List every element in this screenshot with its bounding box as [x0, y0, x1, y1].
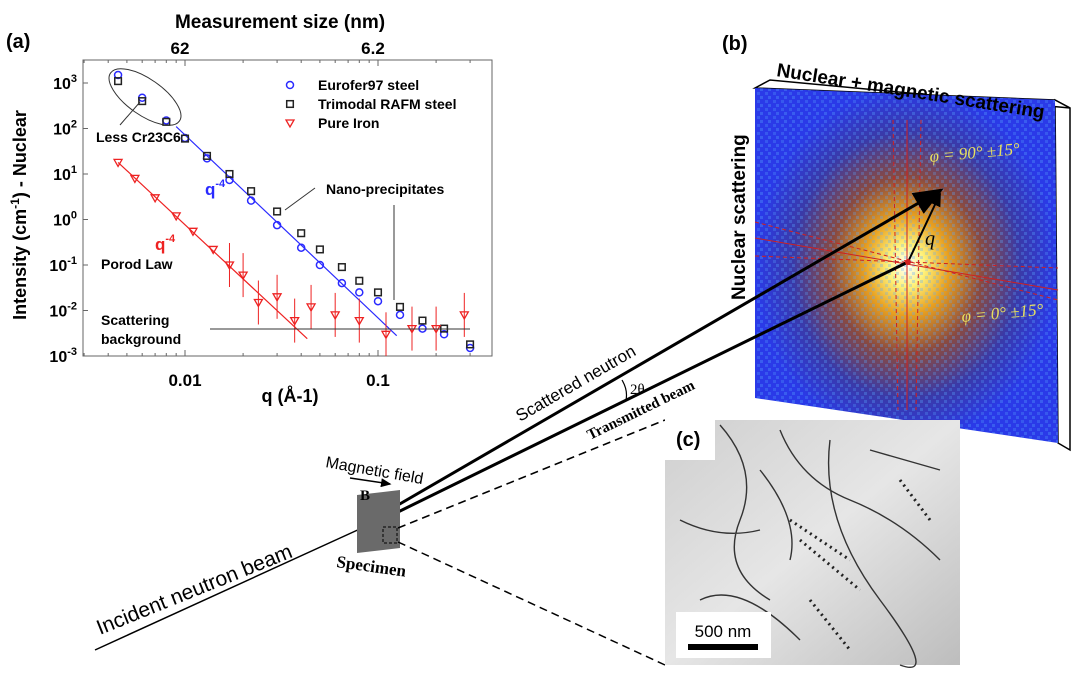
transmitted-beam — [397, 260, 909, 514]
data-point-circle — [337, 278, 347, 288]
x-tick-label: 0.01 — [168, 371, 201, 390]
data-point-triangle — [149, 194, 161, 204]
data-point-square — [373, 288, 383, 297]
data-point-triangle — [271, 293, 283, 303]
fit-line — [175, 126, 398, 337]
detector — [752, 79, 1071, 452]
data-point-triangle — [237, 271, 249, 281]
two-theta-label: 2θ — [630, 382, 645, 398]
data-point-square — [202, 151, 212, 160]
data-point-triangle — [284, 119, 296, 129]
incident-label: Incident neutron beam — [93, 540, 295, 640]
q-vector-label: q⃗ — [925, 228, 951, 250]
data-point-circle — [315, 260, 325, 270]
data-point-triangle — [208, 245, 219, 255]
data-point-square — [114, 77, 123, 86]
panel-label-c: (c) — [676, 429, 700, 451]
data-point-square — [466, 340, 475, 349]
carbide-ellipse — [108, 68, 182, 126]
data-point-triangle — [187, 227, 199, 237]
scattered-beam — [397, 188, 944, 507]
data-point-triangle — [171, 212, 182, 222]
data-point-square — [247, 187, 256, 196]
y-tick-label: 10-3 — [49, 346, 77, 366]
data-point-circle — [373, 296, 383, 306]
data-point-triangle — [289, 316, 300, 326]
y-axis-title: Intensity (cm-1) - Nuclear — [8, 110, 30, 320]
annotation-arrow — [119, 101, 141, 126]
data-point-triangle — [112, 158, 124, 168]
incident-beam — [94, 527, 363, 651]
chart-a: 103 102 101 100 10-1 10-2 10-3 0.01 0.1 62 6.2 Euro… — [49, 39, 493, 390]
panel-label-b: (b) — [722, 33, 748, 55]
legend-label: Trimodal RAFM steel — [318, 96, 456, 112]
data-point-triangle — [380, 330, 392, 340]
porod-label: Porod Law — [101, 256, 173, 272]
specimen-label: Specimen — [335, 552, 407, 581]
x-axis-title: q (Å-1) — [262, 386, 319, 406]
data-point-triangle — [305, 303, 317, 313]
specimen — [357, 490, 400, 553]
q4-label: q-4 — [205, 178, 226, 199]
data-point-square — [285, 99, 295, 109]
y-tick-label: 10-1 — [49, 255, 77, 275]
y-tick-label: 101 — [53, 164, 77, 184]
scale-bar-label: 500 nm — [695, 622, 752, 641]
y-tick-label: 103 — [53, 73, 77, 93]
data-point-square — [273, 207, 282, 216]
magnetic-field-label: Magnetic field — [324, 454, 424, 488]
background-label: Scattering — [101, 312, 169, 328]
data-point-square — [180, 134, 190, 143]
annotation-arrow — [284, 187, 316, 211]
fit-line — [117, 161, 308, 340]
data-point-square — [315, 245, 324, 254]
data-point-square — [225, 169, 234, 179]
less-carbide-label: Less Cr23C6 — [96, 129, 181, 145]
data-point-triangle — [253, 298, 264, 308]
q-vector — [907, 192, 941, 263]
plot-frame — [82, 59, 493, 357]
data-point-circle — [355, 288, 364, 297]
top-axis-title: Measurement size (nm) — [175, 12, 385, 33]
legend-label: Pure Iron — [318, 115, 379, 131]
data-point-circle — [246, 196, 256, 205]
data-point-square — [418, 316, 427, 325]
data-point-square — [355, 276, 364, 285]
y-tick-label: 102 — [53, 119, 77, 139]
nano-label: Nano-precipitates — [326, 181, 444, 197]
data-point-square — [297, 229, 306, 238]
panel-label-a: (a) — [6, 31, 30, 53]
top-tick-label: 6.2 — [361, 39, 385, 58]
data-point-triangle — [224, 261, 235, 271]
data-point-circle — [296, 243, 306, 252]
data-point-circle — [272, 220, 282, 230]
x-tick-label: 0.1 — [366, 371, 390, 390]
b-field-label: B — [360, 488, 370, 504]
data-point-triangle — [129, 174, 141, 184]
top-tick-label: 62 — [171, 39, 190, 58]
data-point-circle — [439, 330, 449, 339]
q4-label: q-4 — [155, 233, 176, 254]
y-tick-label: 10-2 — [49, 301, 77, 321]
data-point-triangle — [354, 316, 365, 326]
scale-bar — [688, 644, 758, 650]
background-label: background — [101, 331, 181, 347]
data-point-triangle — [459, 311, 470, 321]
detector-side-label: Nuclear scattering — [729, 134, 750, 300]
data-point-square — [138, 97, 147, 106]
data-point-square — [395, 302, 405, 311]
data-point-square — [337, 263, 346, 272]
data-point-circle — [285, 80, 295, 90]
data-point-circle — [225, 175, 234, 185]
data-point-circle — [395, 310, 405, 320]
legend-label: Eurofer97 steel — [318, 77, 419, 93]
tem-micrograph: 500 nm — [665, 420, 960, 669]
y-tick-label: 100 — [53, 210, 77, 230]
data-point-triangle — [330, 311, 341, 321]
field-arrow — [349, 477, 392, 488]
scale-bar-box — [676, 612, 771, 658]
